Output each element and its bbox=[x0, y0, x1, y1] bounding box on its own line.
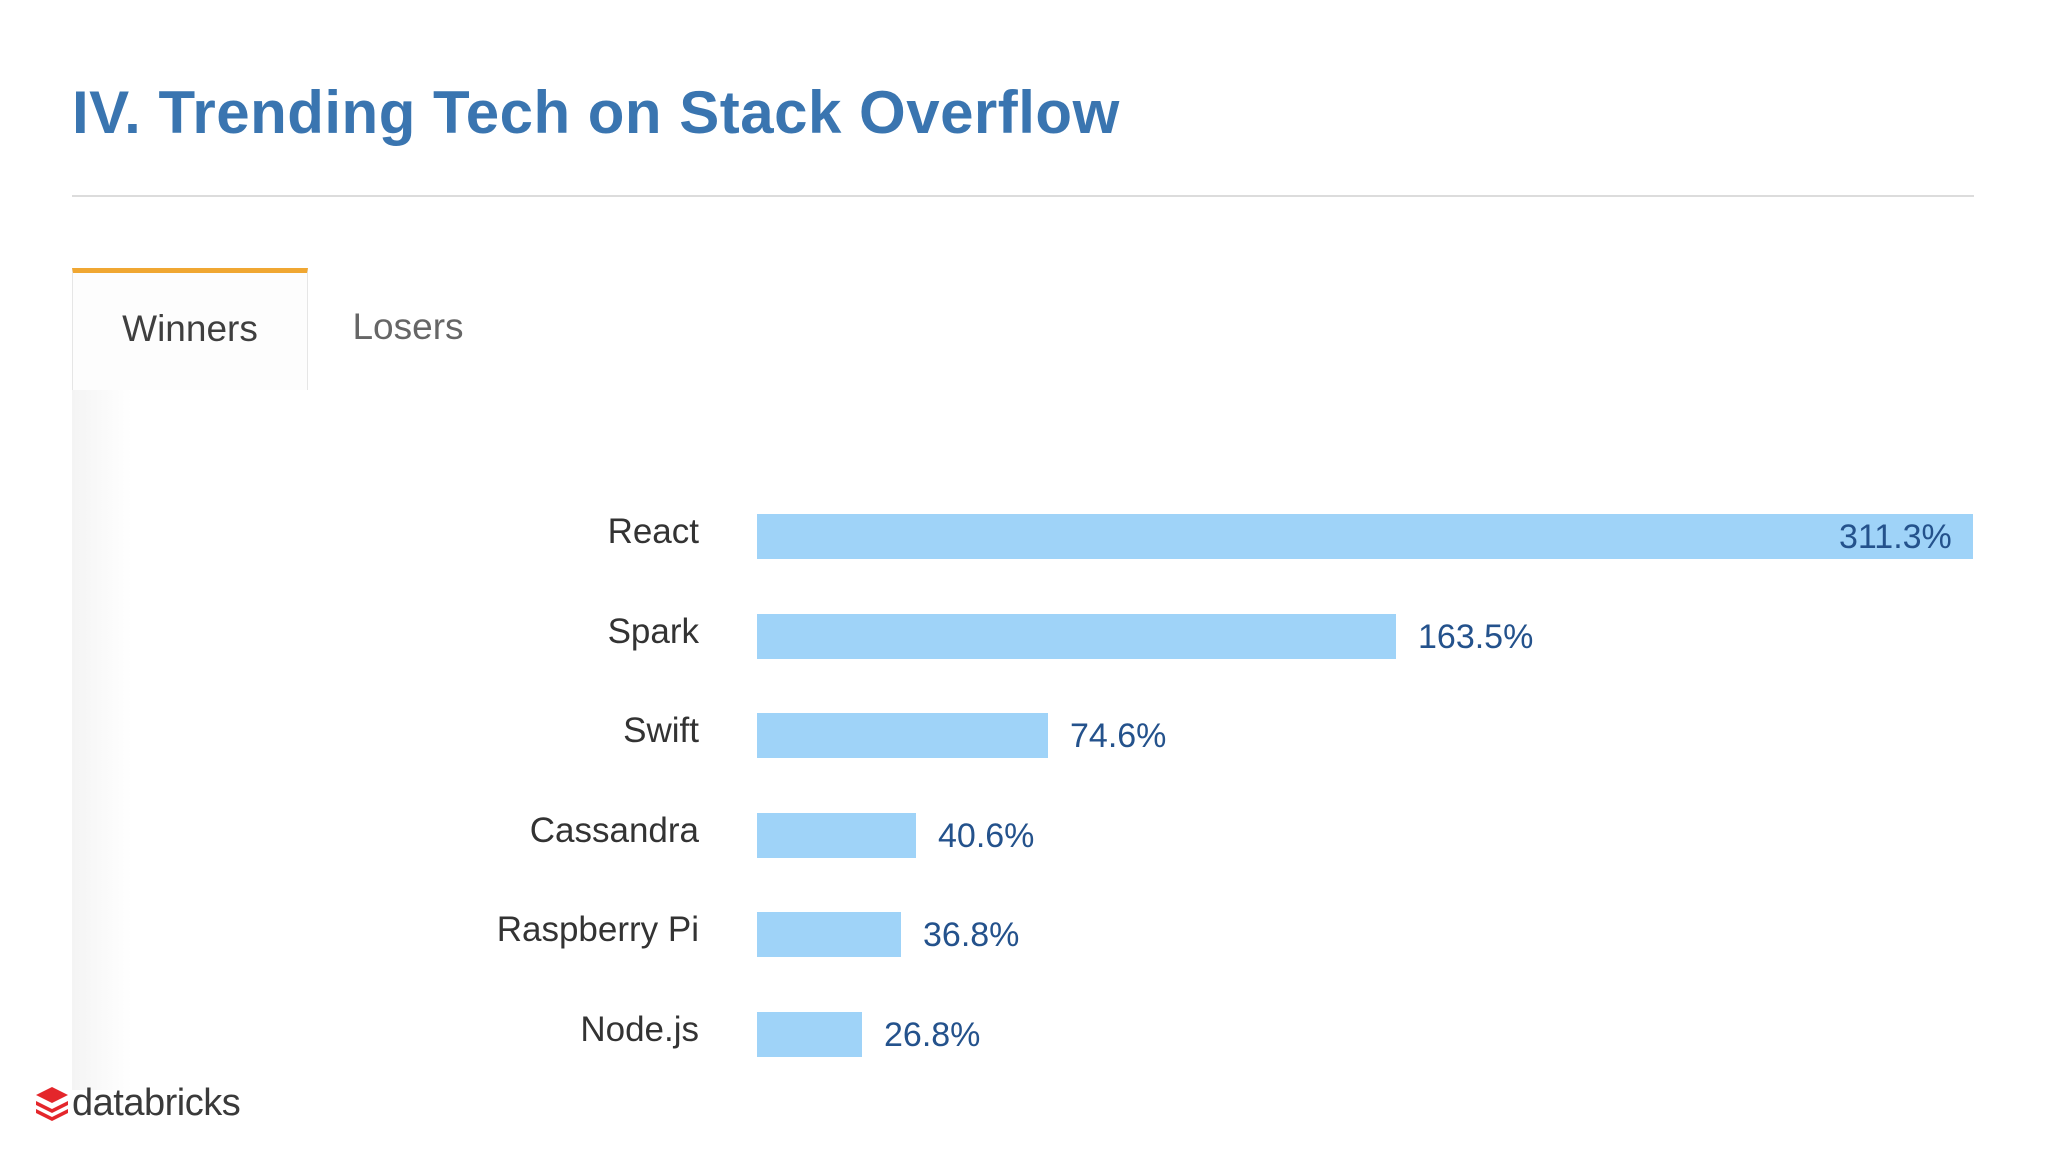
databricks-wordmark: databricks bbox=[72, 1082, 241, 1124]
category-label: React bbox=[607, 512, 699, 551]
value-label: 36.8% bbox=[923, 916, 1020, 954]
databricks-stack-icon bbox=[36, 1086, 68, 1121]
category-label: Spark bbox=[607, 611, 699, 651]
tab-winners[interactable]: Winners bbox=[72, 268, 308, 392]
tab-losers[interactable]: Losers bbox=[352, 306, 464, 347]
value-label: 163.5% bbox=[1418, 617, 1534, 656]
category-label: Cassandra bbox=[529, 810, 699, 850]
tab-bar: Winners Losers bbox=[72, 268, 1974, 392]
value-label: 40.6% bbox=[938, 816, 1035, 855]
category-label: Raspberry Pi bbox=[496, 910, 699, 949]
value-label: 74.6% bbox=[1070, 717, 1167, 755]
category-label: Swift bbox=[623, 711, 699, 750]
value-label: 26.8% bbox=[884, 1015, 981, 1054]
category-label: Node.js bbox=[580, 1009, 699, 1049]
bar-spark[interactable] bbox=[757, 613, 1396, 659]
slide-title: IV. Trending Tech on Stack Overflow bbox=[72, 79, 1120, 146]
bar-node-js[interactable] bbox=[757, 1011, 862, 1057]
bar-swift[interactable] bbox=[757, 713, 1048, 758]
bar-react[interactable] bbox=[757, 514, 1973, 559]
title-divider bbox=[72, 195, 1974, 197]
value-label: 311.3% bbox=[1839, 518, 1952, 556]
bar-raspberry-pi[interactable] bbox=[757, 912, 901, 957]
bar-cassandra[interactable] bbox=[757, 812, 916, 858]
databricks-logo: databricks bbox=[36, 1082, 241, 1125]
